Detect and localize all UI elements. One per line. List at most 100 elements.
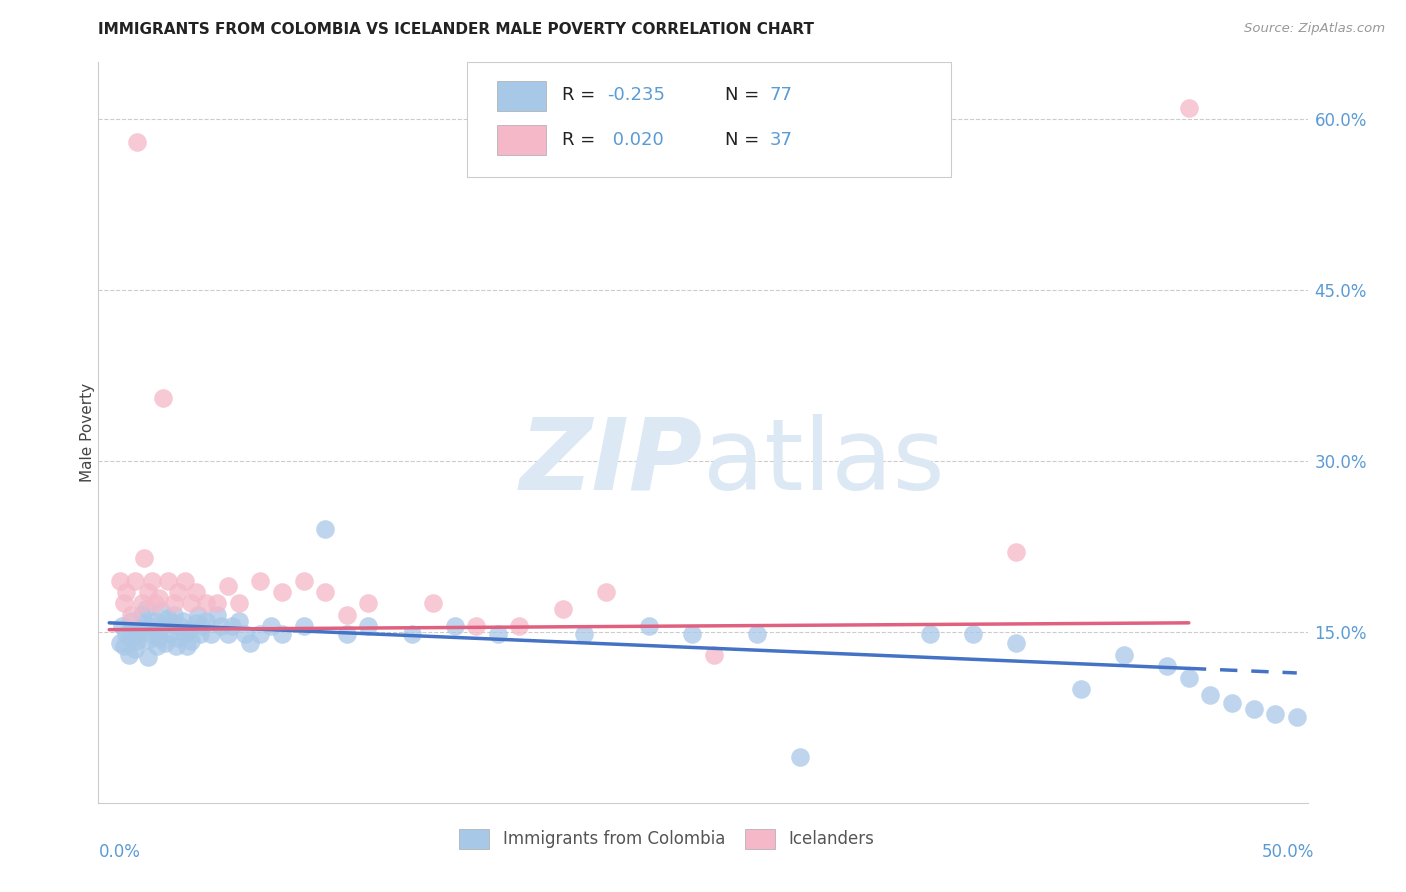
Point [1264, 706, 1286, 721]
Point [1005, 545, 1028, 559]
Text: 0.020: 0.020 [607, 130, 664, 149]
Point [152, 392, 174, 406]
Point [152, 619, 174, 633]
Point [156, 611, 179, 625]
Point [143, 597, 166, 611]
Point [271, 585, 294, 599]
Point [443, 619, 465, 633]
Point [191, 619, 214, 633]
Point [112, 597, 135, 611]
Point [131, 607, 153, 622]
Point [173, 627, 195, 641]
Point [422, 597, 444, 611]
Point [118, 648, 141, 662]
Point [136, 585, 159, 599]
Point [205, 597, 228, 611]
Point [200, 627, 222, 641]
Text: Source: ZipAtlas.com: Source: ZipAtlas.com [1244, 22, 1385, 36]
Point [132, 550, 155, 565]
Text: N =: N = [724, 87, 765, 104]
Point [120, 607, 142, 622]
Point [179, 623, 201, 637]
Point [115, 585, 138, 599]
Text: 50.0%: 50.0% [1263, 843, 1315, 861]
Point [249, 627, 271, 641]
Point [120, 631, 142, 645]
Point [228, 597, 250, 611]
Point [508, 619, 530, 633]
Text: 0.0%: 0.0% [98, 843, 141, 861]
Point [314, 585, 336, 599]
Text: 37: 37 [769, 130, 793, 149]
Point [1178, 671, 1201, 685]
Point [145, 623, 167, 637]
Point [595, 585, 617, 599]
Point [135, 602, 157, 616]
Point [172, 614, 194, 628]
Point [167, 631, 190, 645]
Point [1220, 696, 1243, 710]
Point [228, 614, 250, 628]
Point [145, 639, 167, 653]
Point [184, 585, 207, 599]
Point [160, 615, 183, 630]
Point [1199, 688, 1222, 702]
Point [211, 619, 233, 633]
Point [217, 579, 239, 593]
FancyBboxPatch shape [498, 81, 546, 111]
Point [465, 619, 488, 633]
Point [239, 636, 262, 650]
Point [1070, 681, 1092, 696]
Point [314, 523, 336, 537]
Point [136, 632, 159, 647]
Point [271, 627, 294, 641]
Point [127, 135, 149, 149]
Point [176, 639, 198, 653]
Point [745, 627, 768, 641]
Point [1112, 648, 1135, 662]
Point [143, 614, 166, 628]
Text: N =: N = [724, 130, 765, 149]
Point [401, 627, 423, 641]
Point [155, 636, 177, 650]
Point [249, 574, 271, 588]
Point [681, 627, 703, 641]
Point [150, 604, 173, 618]
Point [124, 642, 146, 657]
Point [486, 627, 509, 641]
Point [165, 639, 187, 653]
Text: R =: R = [561, 130, 600, 149]
Point [1178, 101, 1201, 115]
Point [336, 627, 359, 641]
Point [574, 627, 596, 641]
Text: IMMIGRANTS FROM COLOMBIA VS ICELANDER MALE POVERTY CORRELATION CHART: IMMIGRANTS FROM COLOMBIA VS ICELANDER MA… [98, 22, 814, 37]
Point [136, 650, 159, 665]
Text: -0.235: -0.235 [607, 87, 665, 104]
Point [789, 750, 811, 764]
Point [115, 627, 138, 641]
Point [159, 627, 181, 641]
Point [131, 597, 153, 611]
Point [141, 574, 163, 588]
Point [139, 619, 162, 633]
Point [156, 574, 179, 588]
Point [111, 619, 134, 633]
Point [180, 634, 202, 648]
Point [173, 574, 195, 588]
Point [221, 619, 243, 633]
Point [962, 627, 984, 641]
Point [260, 619, 283, 633]
Point [184, 615, 207, 630]
Point [122, 623, 145, 637]
Point [357, 597, 380, 611]
Point [217, 627, 239, 641]
Point [292, 574, 315, 588]
FancyBboxPatch shape [498, 126, 546, 155]
Point [233, 627, 256, 641]
Point [141, 627, 163, 641]
Point [1285, 710, 1308, 724]
Point [148, 631, 170, 645]
Point [120, 614, 142, 628]
Point [108, 574, 131, 588]
Point [551, 602, 574, 616]
